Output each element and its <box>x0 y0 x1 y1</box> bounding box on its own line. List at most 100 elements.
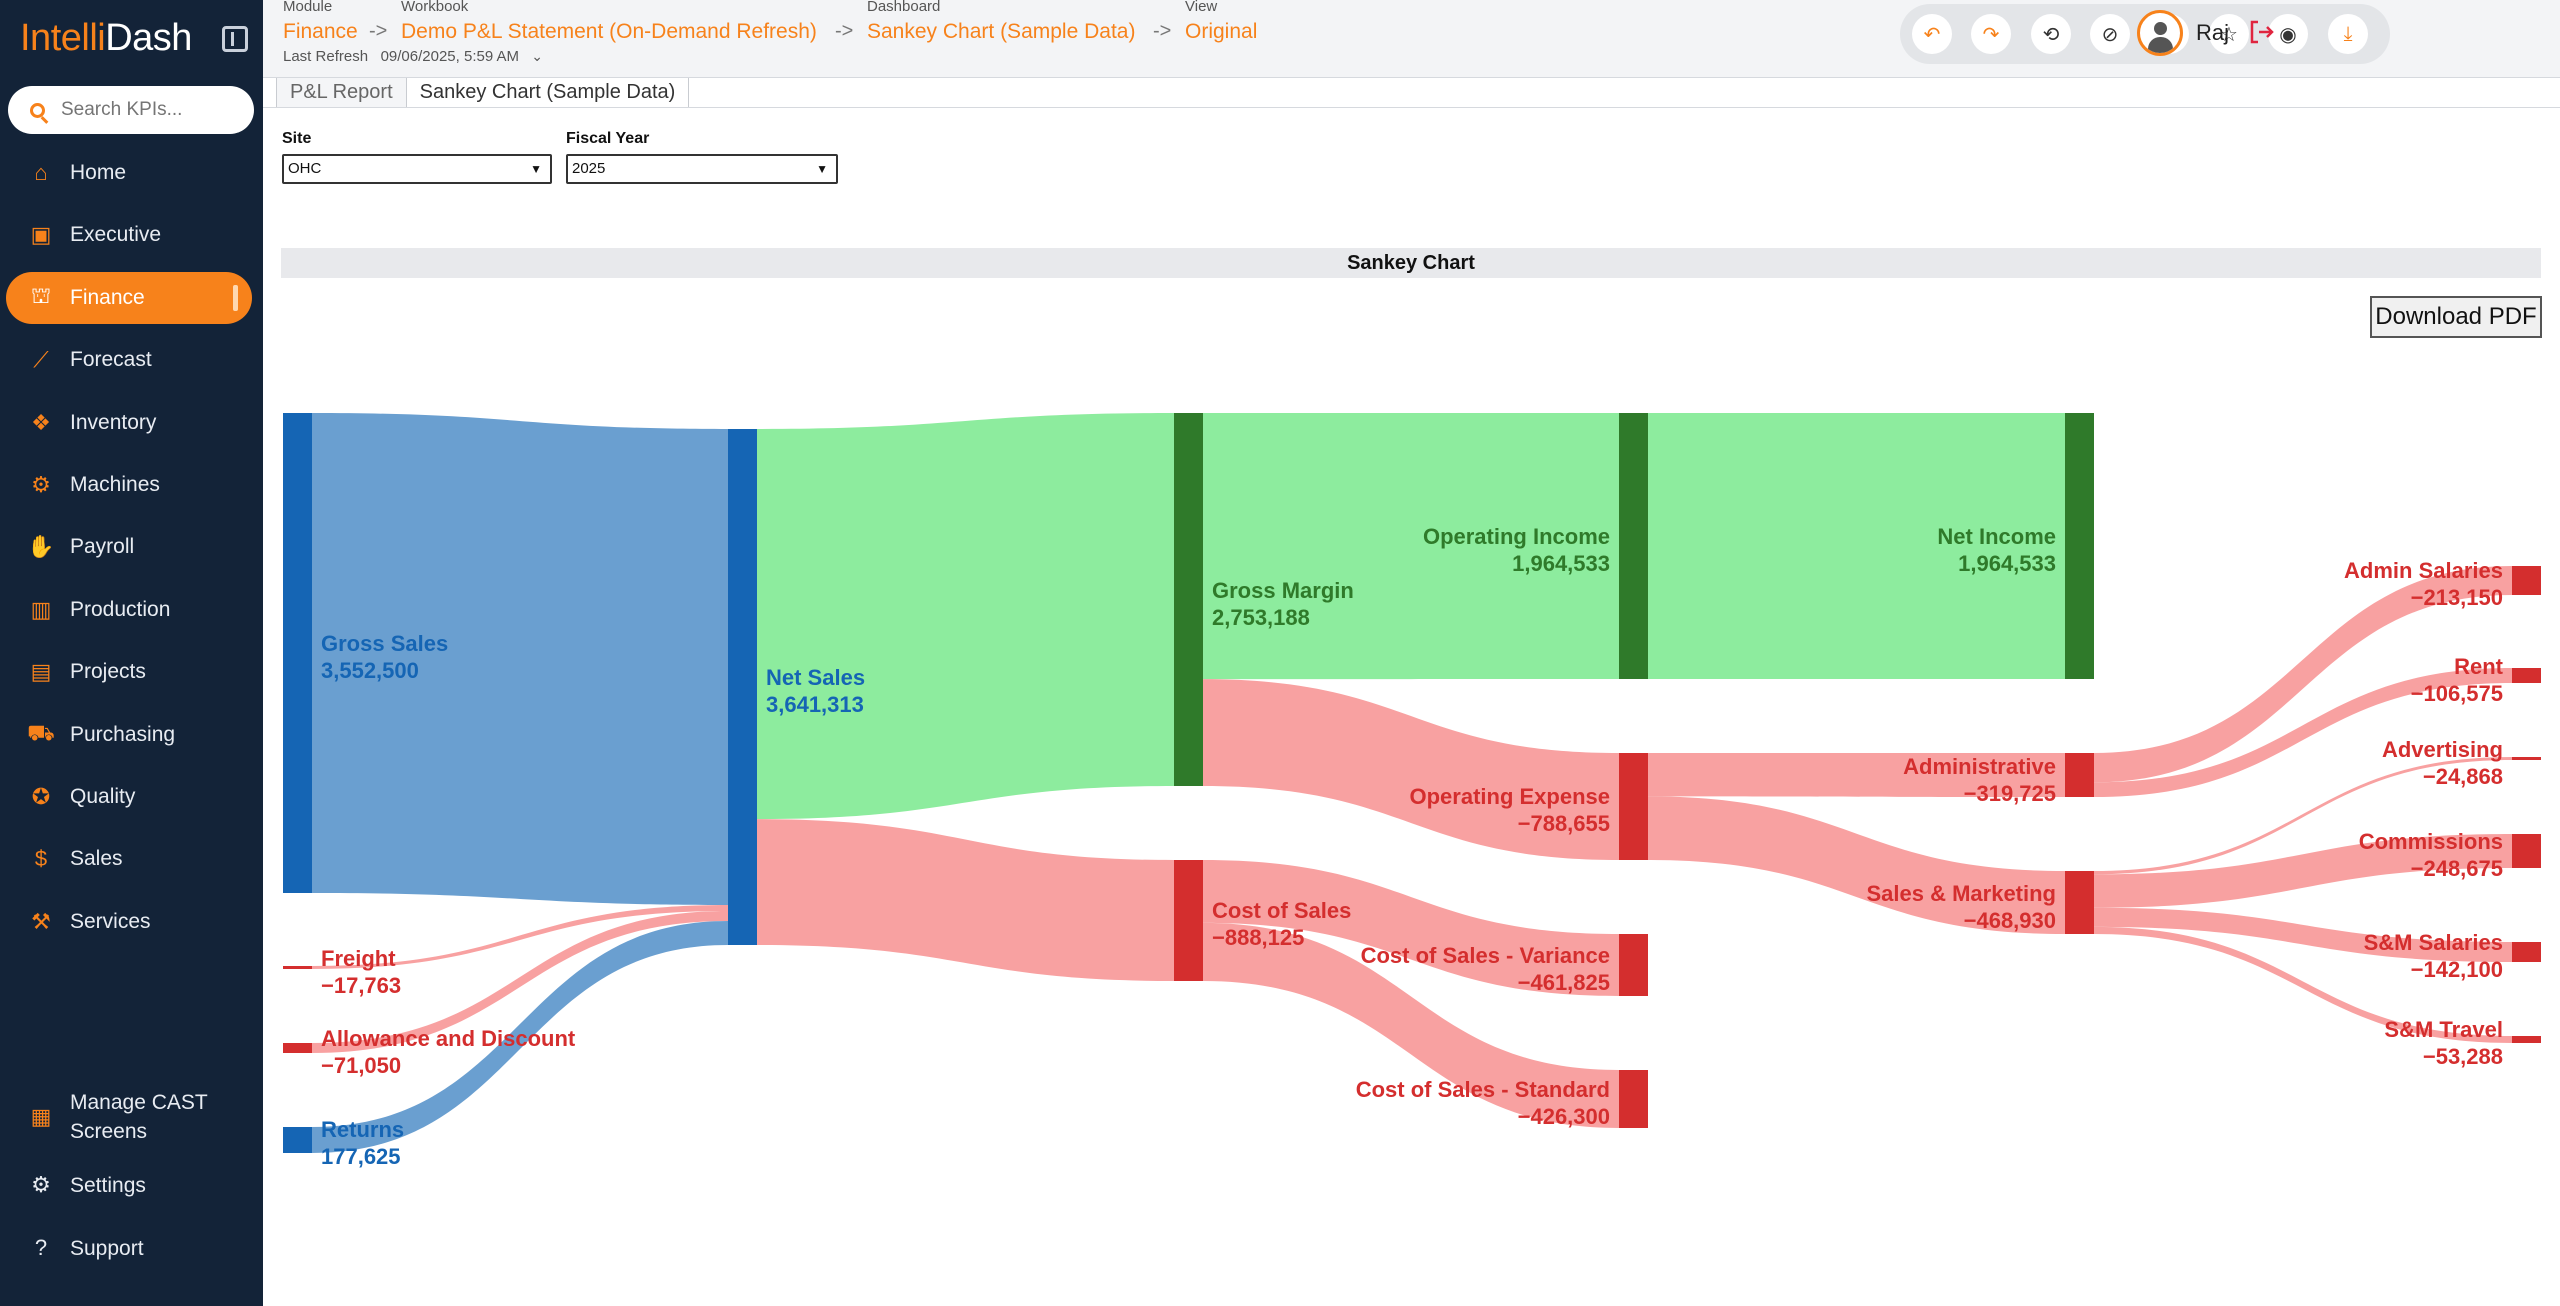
sankey-link-operating_income-to-net_income[interactable] <box>1648 413 2065 679</box>
refresh-off-icon[interactable]: ⊘ <box>2090 14 2130 54</box>
sidebar-item-projects[interactable]: ▤ Projects <box>6 646 252 698</box>
sidebar-collapse-icon[interactable] <box>222 26 248 52</box>
sidebar-item-home[interactable]: ⌂ Home <box>6 147 252 199</box>
breadcrumb-view[interactable]: View Original <box>1185 0 1257 44</box>
sidebar-item-production[interactable]: ▥ Production <box>6 584 252 636</box>
sankey-node-advertising[interactable] <box>2512 757 2541 760</box>
sidebar-item-purchasing[interactable]: ⛟ Purchasing <box>6 709 252 761</box>
sankey-link-gross_margin-to-operating_income[interactable] <box>1203 413 1619 680</box>
sankey-node-sales-marketing[interactable] <box>2065 871 2094 934</box>
sankey-node-cos-variance[interactable] <box>1619 934 1648 996</box>
sankey-node-cost-of-sales[interactable] <box>1174 860 1203 981</box>
sidebar-item-label: Inventory <box>70 410 157 434</box>
sankey-link-returns-to-net_sales[interactable] <box>312 921 728 1153</box>
sankey-node-net-income[interactable] <box>2065 413 2094 679</box>
app-logo[interactable]: Intelli Dash <box>20 12 192 64</box>
cast-screen-icon: ▦ <box>30 1104 52 1129</box>
breadcrumb-view-value[interactable]: Original <box>1185 20 1258 43</box>
sankey-node-value: −426,300 <box>1518 1104 1610 1129</box>
sankey-node-value: −461,825 <box>1518 970 1610 995</box>
sankey-node-net-sales[interactable] <box>728 429 757 945</box>
sidebar-item-label: Settings <box>70 1173 146 1197</box>
undo-icon[interactable]: ↶ <box>1912 14 1952 54</box>
tab-pl-report[interactable]: P&L Report <box>276 78 407 108</box>
sankey-link-sales_marketing-to-sm_travel[interactable] <box>2094 926 2512 1043</box>
download-icon[interactable]: ⤓ <box>2328 14 2368 54</box>
sankey-link-sales_marketing-to-commissions[interactable] <box>2094 834 2512 908</box>
sankey-node-operating-income[interactable] <box>1619 413 1648 679</box>
sankey-link-sales_marketing-to-sm_salaries[interactable] <box>2094 907 2512 962</box>
sidebar-item-settings[interactable]: ⚙ Settings <box>6 1159 252 1211</box>
sankey-link-allowance-to-net_sales[interactable] <box>312 911 728 1053</box>
tab-sankey-chart[interactable]: Sankey Chart (Sample Data) <box>405 78 690 108</box>
sidebar-item-label: Payroll <box>70 535 135 559</box>
eye-icon[interactable]: ◉ <box>2268 14 2308 54</box>
fiscal-year-select[interactable]: 2025 ▼ <box>566 154 838 184</box>
sankey-node-gross-sales[interactable] <box>283 413 312 893</box>
search-input[interactable] <box>61 99 231 121</box>
sankey-node-gross-margin[interactable] <box>1174 413 1203 786</box>
logo-text-part2: Dash <box>105 16 192 59</box>
breadcrumb-dashboard-value[interactable]: Sankey Chart (Sample Data) <box>867 20 1136 43</box>
sankey-node-label: Admin Salaries <box>2344 558 2503 583</box>
sankey-link-sales_marketing-to-advertising[interactable] <box>2094 757 2512 875</box>
sidebar-item-support[interactable]: ? Support <box>6 1222 252 1274</box>
breadcrumb-dashboard[interactable]: Dashboard Sankey Chart (Sample Data) <box>867 0 1135 44</box>
breadcrumb-dashboard-caption: Dashboard <box>867 0 941 15</box>
sankey-link-administrative-to-admin_salaries[interactable] <box>2094 566 2512 783</box>
redo-icon[interactable]: ↷ <box>1971 14 2011 54</box>
sankey-node-rent[interactable] <box>2512 668 2541 683</box>
sidebar-item-executive[interactable]: ▣ Executive <box>6 209 252 261</box>
last-refresh[interactable]: Last Refresh 09/06/2025, 5:59 AM ⌄ <box>283 48 543 65</box>
star-icon[interactable]: ☆ <box>2209 14 2249 54</box>
revert-icon[interactable]: ⟲ <box>2031 14 2071 54</box>
sidebar-item-manage-cast-screens[interactable]: ▦ Manage CAST Screens <box>6 1083 252 1151</box>
sankey-link-administrative-to-rent[interactable] <box>2094 668 2512 797</box>
download-pdf-button[interactable]: Download PDF <box>2370 296 2542 338</box>
sankey-link-freight-to-net_sales[interactable] <box>312 905 728 969</box>
breadcrumb-module-value[interactable]: Finance <box>283 20 358 43</box>
bank-icon: ⛫ <box>30 283 52 309</box>
sankey-link-gross_sales-to-net_sales[interactable] <box>312 413 728 905</box>
dollar-icon: $ <box>34 846 48 872</box>
sidebar-item-label: Support <box>70 1236 144 1260</box>
site-select[interactable]: OHC ▼ <box>282 154 552 184</box>
search-box[interactable] <box>8 86 254 134</box>
sankey-node-administrative[interactable] <box>2065 753 2094 797</box>
user-name[interactable]: Raj <box>2196 20 2230 45</box>
sankey-link-gross_margin-to-operating_expense[interactable] <box>1203 679 1619 860</box>
sankey-node-freight[interactable] <box>283 966 312 969</box>
sankey-node-commissions[interactable] <box>2512 834 2541 868</box>
sidebar-item-finance[interactable]: ⛫ Finance <box>6 271 252 324</box>
sankey-node-admin-salaries[interactable] <box>2512 566 2541 595</box>
sidebar-item-payroll[interactable]: ✋ Payroll <box>6 521 252 573</box>
user-avatar[interactable] <box>2137 10 2183 56</box>
sankey-node-cos-standard[interactable] <box>1619 1070 1648 1128</box>
sidebar-item-machines[interactable]: ⚙ Machines <box>6 459 252 511</box>
sankey-node-returns[interactable] <box>283 1127 312 1153</box>
sankey-link-operating_expense-to-administrative[interactable] <box>1648 753 2065 797</box>
sidebar-item-label: Projects <box>70 660 146 684</box>
sankey-node-sm-salaries[interactable] <box>2512 942 2541 962</box>
sidebar-item-quality[interactable]: ✪ Quality <box>6 771 252 823</box>
sankey-link-cost_of_sales-to-cos_standard[interactable] <box>1203 922 1619 1128</box>
sankey-link-cost_of_sales-to-cos_variance[interactable] <box>1203 860 1619 996</box>
sidebar-item-forecast[interactable]: ⟋ Forecast <box>6 334 252 386</box>
sidebar-item-inventory[interactable]: ❖ Inventory <box>6 397 252 449</box>
sidebar-item-sales[interactable]: $ Sales <box>6 833 252 885</box>
breadcrumb-module[interactable]: Module Finance <box>283 0 358 44</box>
sankey-node-allowance[interactable] <box>283 1043 312 1053</box>
sankey-link-net_sales-to-gross_margin[interactable] <box>757 413 1174 820</box>
sankey-node-label: Gross Margin <box>1212 578 1354 603</box>
logout-icon[interactable] <box>2247 18 2275 46</box>
sankey-node-value: 1,964,533 <box>1958 551 2056 576</box>
breadcrumb-workbook-value[interactable]: Demo P&L Statement (On-Demand Refresh) <box>401 20 817 43</box>
sankey-link-net_sales-to-cost_of_sales[interactable] <box>757 819 1174 981</box>
sankey-node-operating-expense[interactable] <box>1619 753 1648 860</box>
breadcrumb-workbook[interactable]: Workbook Demo P&L Statement (On-Demand R… <box>401 0 817 44</box>
sankey-link-operating_expense-to-sales_marketing[interactable] <box>1648 796 2065 934</box>
sidebar-item-services[interactable]: ⚒ Services <box>6 896 252 948</box>
chevron-down-icon[interactable]: ⌄ <box>531 48 543 64</box>
sankey-node-sm-travel[interactable] <box>2512 1036 2541 1043</box>
